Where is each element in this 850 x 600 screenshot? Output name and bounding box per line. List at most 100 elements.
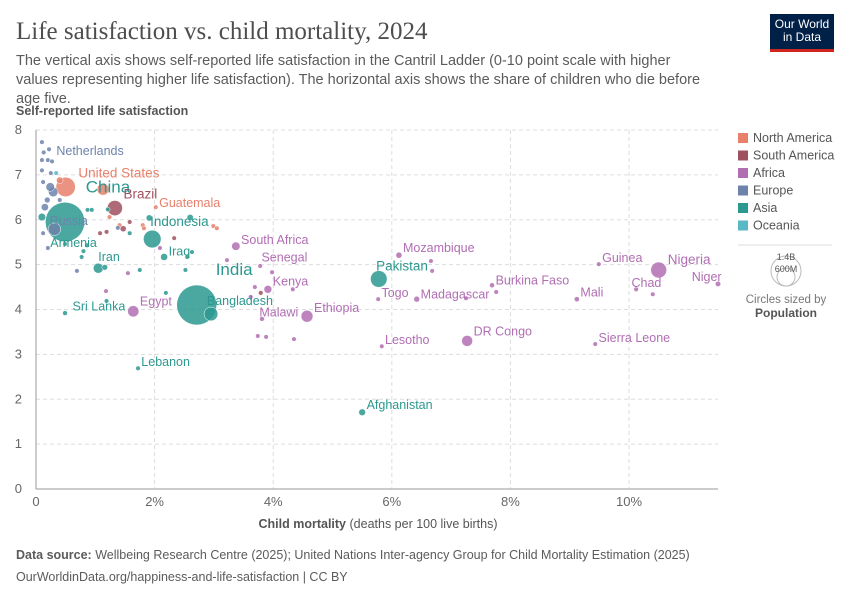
label-kenya: Kenya (273, 274, 308, 288)
point-sri-lanka (62, 310, 68, 316)
data-point (248, 294, 254, 300)
point-egypt (127, 305, 140, 318)
legend-item-north-america[interactable]: North America (753, 131, 832, 145)
source-label: Data source: (16, 548, 92, 562)
data-point (53, 170, 59, 176)
point-netherlands (46, 146, 52, 152)
y-tick-label: 2 (15, 391, 22, 406)
legend-item-asia[interactable]: Asia (753, 201, 777, 215)
point-togo (375, 296, 381, 302)
point-nigeria (650, 261, 667, 279)
data-point (40, 179, 46, 185)
point-sierra-leone (592, 341, 598, 347)
data-point (62, 241, 68, 247)
label-russia: Russia (50, 214, 88, 228)
data-point (184, 254, 190, 260)
y-tick-label: 3 (15, 346, 22, 361)
point-south-africa (231, 241, 241, 251)
data-point (145, 214, 153, 222)
y-tick-label: 6 (15, 212, 22, 227)
point-madagascar (413, 296, 420, 303)
data-point (127, 219, 133, 225)
data-point (56, 176, 64, 184)
legend-item-europe[interactable]: Europe (753, 184, 793, 198)
data-point (39, 157, 45, 163)
data-point (252, 284, 258, 290)
point-guatemala (153, 204, 159, 210)
point-iran (93, 262, 104, 274)
legend-swatch (738, 185, 748, 196)
label-togo: Togo (381, 286, 408, 300)
point-malawi (259, 316, 265, 322)
data-point (290, 286, 296, 292)
data-point (39, 167, 45, 173)
label-madagascar: Madagascar (421, 287, 490, 301)
point-iraq (160, 253, 168, 261)
label-mali: Mali (580, 286, 603, 300)
data-point (127, 230, 133, 236)
data-point (41, 149, 47, 155)
data-point (79, 254, 85, 260)
x-tick-label: 8% (501, 494, 520, 509)
legend-item-south-america[interactable]: South America (753, 149, 834, 163)
legend-swatch (738, 220, 748, 231)
data-point (49, 158, 55, 164)
data-point (171, 235, 177, 241)
point-lesotho (379, 343, 385, 349)
size-label-large: 1.4B (777, 252, 796, 262)
point-bangladesh (203, 306, 219, 322)
data-point (48, 170, 54, 176)
data-point (45, 157, 51, 163)
label-south-africa: South Africa (241, 233, 308, 247)
data-point (493, 289, 499, 295)
label-afghanistan: Afghanistan (367, 398, 433, 412)
label-sri-lanka: Sri Lanka (73, 300, 126, 314)
data-point (189, 249, 195, 255)
label-brazil: Brazil (124, 186, 158, 201)
x-axis-label-unit: (deaths per 100 live births) (350, 517, 498, 531)
owid-logo[interactable]: Our World in Data (770, 14, 834, 52)
data-point (125, 270, 131, 276)
label-pakistan: Pakistan (376, 259, 428, 274)
point-niger (715, 280, 721, 287)
x-axis-label: Child mortality (deaths per 100 live bir… (259, 517, 498, 531)
data-point (41, 203, 49, 212)
data-point (463, 295, 469, 301)
legend-item-africa[interactable]: Africa (753, 166, 785, 180)
label-senegal: Senegal (261, 251, 307, 265)
label-iraq: Iraq (169, 244, 191, 258)
point-afghanistan (358, 408, 366, 416)
point-lebanon (135, 365, 141, 371)
data-point (103, 288, 109, 294)
point-senegal (257, 263, 263, 269)
x-axis-label-main: Child mortality (259, 517, 347, 531)
data-point (74, 268, 80, 274)
data-point (104, 229, 110, 235)
data-point (429, 268, 435, 274)
data-point (186, 214, 194, 221)
x-tick-label: 0 (32, 494, 39, 509)
label-guinea: Guinea (602, 251, 642, 265)
label-sierra-leone: Sierra Leone (599, 331, 671, 345)
data-point (650, 291, 656, 297)
y-tick-label: 0 (15, 481, 22, 496)
source-url[interactable]: OurWorldinData.org/happiness-and-life-sa… (16, 570, 348, 584)
data-point (258, 290, 264, 296)
data-point (89, 207, 95, 213)
label-burkina-faso: Burkina Faso (496, 274, 570, 288)
data-point (269, 269, 275, 275)
size-circle-small (776, 267, 796, 287)
legend-item-oceania[interactable]: Oceania (753, 219, 800, 233)
source-text: Wellbeing Research Centre (2025); United… (95, 548, 690, 562)
x-tick-label: 6% (382, 494, 401, 509)
x-tick-label: 10% (616, 494, 642, 509)
label-united-states: United States (78, 165, 159, 180)
data-point (157, 245, 163, 251)
point-armenia (84, 242, 90, 248)
label-ethiopia: Ethiopia (314, 301, 359, 315)
y-tick-label: 5 (15, 257, 22, 272)
legend-swatch (738, 150, 748, 161)
data-point (97, 230, 103, 236)
data-point (428, 258, 434, 264)
